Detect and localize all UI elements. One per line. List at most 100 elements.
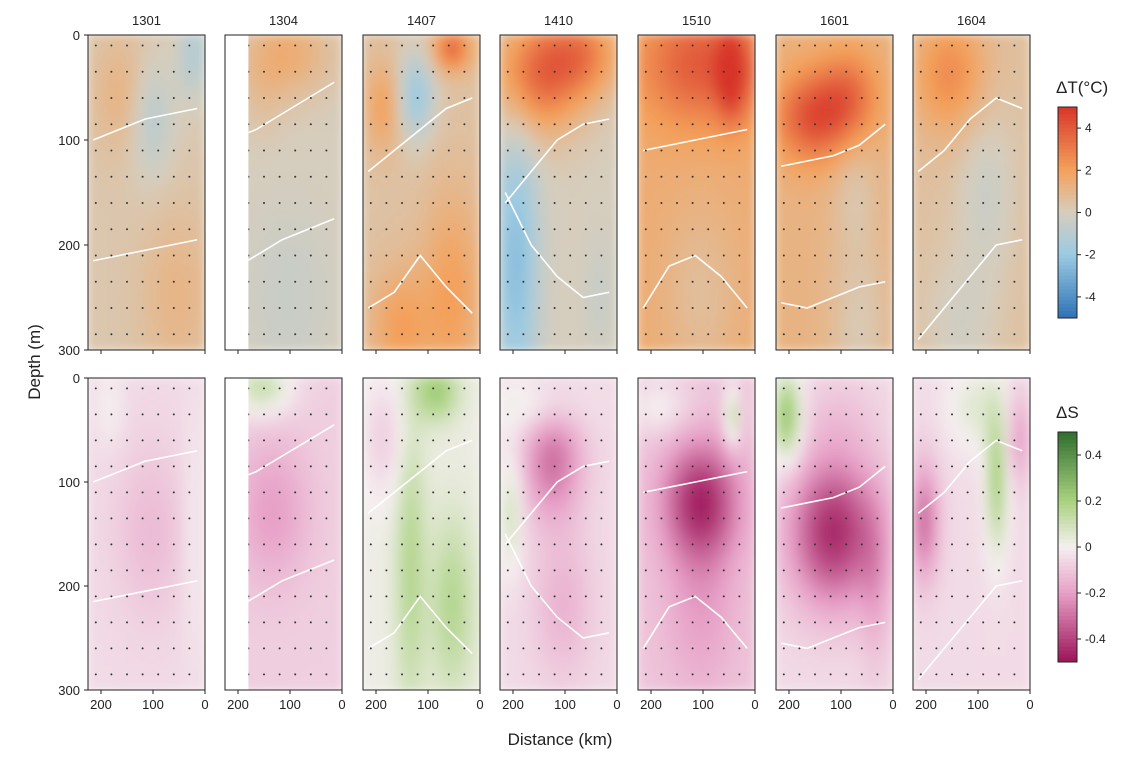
station-dot <box>967 150 969 152</box>
colorbar-cell <box>1058 135 1077 139</box>
heat-cell <box>238 432 249 447</box>
station-dot <box>600 123 602 125</box>
station-dot <box>845 202 847 204</box>
colorbar-cell <box>1058 300 1077 304</box>
station-dot <box>157 45 159 47</box>
heat-cell <box>238 213 249 228</box>
heat-field <box>223 376 344 692</box>
station-dot <box>173 413 175 415</box>
panel-title: 1304 <box>269 13 298 28</box>
station-dot <box>370 123 372 125</box>
station-dot <box>110 228 112 230</box>
heat-cell <box>238 510 249 525</box>
station-dot <box>279 281 281 283</box>
station-dot <box>448 176 450 178</box>
station-dot <box>738 202 740 204</box>
station-dot <box>1013 150 1015 152</box>
station-dot <box>325 439 327 441</box>
heat-cell <box>230 643 241 658</box>
station-dot <box>173 202 175 204</box>
station-dot <box>370 307 372 309</box>
heat-cell <box>230 224 241 239</box>
colorbar-cell <box>1058 241 1077 245</box>
station-dot <box>707 281 709 283</box>
station-dot <box>738 123 740 125</box>
station-dot <box>723 281 725 283</box>
station-dot <box>401 307 403 309</box>
colorbar-cell <box>1058 181 1077 185</box>
station-dot <box>522 281 524 283</box>
colorbar-cell <box>1058 170 1077 174</box>
station-dot <box>998 45 1000 47</box>
station-dot <box>951 45 953 47</box>
station-dot <box>310 465 312 467</box>
station-dot <box>188 176 190 178</box>
station-dot <box>385 176 387 178</box>
station-dot <box>645 123 647 125</box>
station-dot <box>1013 176 1015 178</box>
station-dot <box>998 281 1000 283</box>
station-dot <box>507 333 509 335</box>
station-dot <box>507 228 509 230</box>
station-dot <box>554 71 556 73</box>
colorbar-cell <box>1058 258 1077 262</box>
station-dot <box>876 255 878 257</box>
station-dot <box>247 202 249 204</box>
heat-cell <box>238 632 249 647</box>
heat-cell <box>230 134 241 149</box>
station-dot <box>325 150 327 152</box>
station-dot <box>188 255 190 257</box>
heat-cell <box>230 432 241 447</box>
station-dot <box>845 45 847 47</box>
station-dot <box>585 228 587 230</box>
colorbar-cell <box>1058 272 1077 276</box>
station-dot <box>294 202 296 204</box>
station-dot <box>188 491 190 493</box>
station-dot <box>569 228 571 230</box>
station-dot <box>279 123 281 125</box>
station-dot <box>569 123 571 125</box>
colorbar-cell <box>1058 195 1077 199</box>
station-dot <box>1013 71 1015 73</box>
station-dot <box>310 595 312 597</box>
station-dot <box>95 71 97 73</box>
heat-cell <box>238 123 249 138</box>
station-dot <box>723 307 725 309</box>
station-dot <box>126 123 128 125</box>
colorbar-cell <box>1058 160 1077 164</box>
station-dot <box>798 123 800 125</box>
colorbar-cell <box>1058 153 1077 157</box>
station-dot <box>830 228 832 230</box>
station-dot <box>723 97 725 99</box>
station-dot <box>142 202 144 204</box>
heat-cell <box>238 269 249 284</box>
station-dot <box>585 123 587 125</box>
station-dot <box>401 255 403 257</box>
station-dot <box>723 255 725 257</box>
station-dot <box>676 281 678 283</box>
station-dot <box>723 71 725 73</box>
station-dot <box>738 333 740 335</box>
station-dot <box>401 281 403 283</box>
heat-cell <box>238 67 249 82</box>
station-dot <box>600 45 602 47</box>
colorbar-cell <box>1058 290 1077 294</box>
station-dot <box>783 307 785 309</box>
station-dot <box>861 307 863 309</box>
station-dot <box>935 307 937 309</box>
station-dot <box>998 150 1000 152</box>
heat-cell <box>238 443 249 458</box>
station-dot <box>294 673 296 675</box>
station-dot <box>95 387 97 389</box>
station-dot <box>692 71 694 73</box>
station-dot <box>783 150 785 152</box>
station-dot <box>951 71 953 73</box>
station-dot <box>935 228 937 230</box>
heat-field <box>774 33 895 352</box>
station-dot <box>263 621 265 623</box>
station-dot <box>876 150 878 152</box>
station-dot <box>845 281 847 283</box>
station-dot <box>448 45 450 47</box>
heat-cell <box>230 543 241 558</box>
station-dot <box>263 673 265 675</box>
